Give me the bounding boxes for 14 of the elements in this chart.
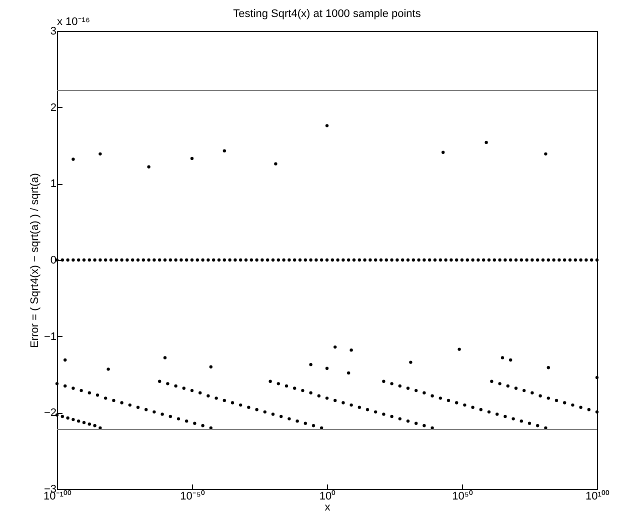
y-tick-label: 2 (50, 102, 56, 114)
x-tick-label: 10¹⁰⁰ (586, 490, 610, 502)
x-axis-title: x (324, 502, 331, 514)
y-tick-label: 3 (50, 26, 56, 38)
x-tick-label: 10⁵⁰ (452, 490, 473, 502)
y-tick-label: −2 (44, 407, 56, 420)
y-tick-label: −1 (44, 330, 56, 343)
text: x 10⁻¹⁶ (57, 16, 90, 28)
x-tick-label: 10⁻⁵⁰ (180, 490, 205, 502)
x-tick-label: 10⁰ (319, 490, 336, 502)
y-tick-label: 1 (50, 178, 56, 190)
y-tick-label: 0 (50, 254, 56, 266)
y-axis-title: Error = ( Sqrt4(x) − sqrt(a) ) / sqrt(a) (28, 173, 41, 348)
chart-title: Testing Sqrt4(x) at 1000 sample points (233, 8, 422, 20)
